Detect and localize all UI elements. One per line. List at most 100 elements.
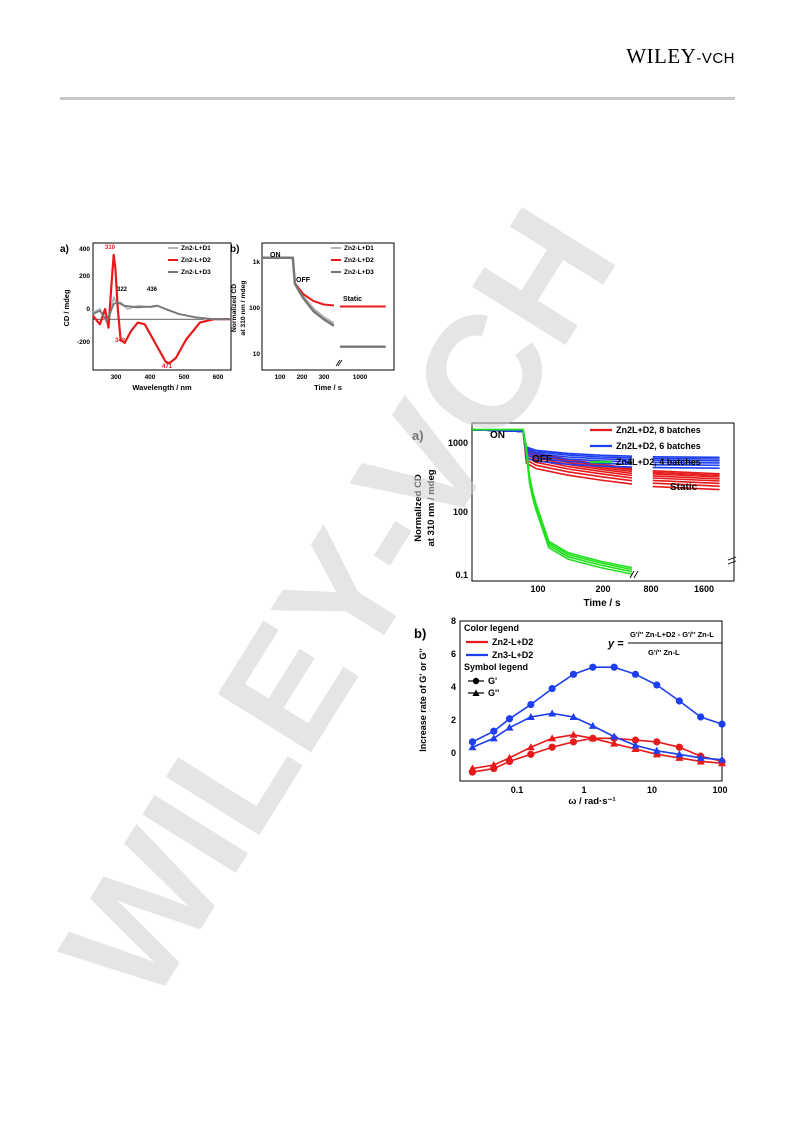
data-point	[610, 732, 619, 740]
plot-area	[471, 428, 737, 579]
y-axis-label: at 310 nm / mdeg	[240, 280, 247, 335]
series-line	[262, 256, 335, 327]
symbol-legend-title: Symbol legend	[464, 662, 528, 672]
data-point	[468, 764, 477, 772]
x-tick-label: 300	[319, 374, 330, 381]
data-point	[718, 720, 726, 728]
data-point	[569, 730, 578, 738]
legend-entry: G'	[488, 676, 497, 686]
figure-large-panel-a: a) 1000 100 0.1 100 200 800 1600 Time / …	[412, 422, 737, 609]
equation-lhs: y =	[607, 638, 624, 650]
header-divider	[60, 97, 735, 100]
x-axis-label: Time / s	[314, 383, 342, 392]
plot-frame	[261, 242, 395, 371]
x-axis-label: Time / s	[583, 598, 620, 609]
x-tick-label: 1000	[353, 374, 368, 381]
data-point	[610, 663, 618, 671]
data-point	[527, 700, 535, 709]
legend-entry: Zn2-L+D3	[181, 269, 211, 276]
y-tick-label: 200	[79, 273, 90, 280]
y-axis-label: CD / mdeg	[62, 289, 71, 327]
x-axis-label: Wavelength / nm	[132, 383, 192, 392]
annotation-on: ON	[490, 430, 505, 441]
legend-entry: Zn2-L+D2	[492, 637, 533, 647]
data-point	[588, 734, 597, 742]
x-tick-label: 0.1	[511, 785, 524, 795]
peak-label: 471	[162, 364, 173, 370]
data-point	[569, 738, 578, 746]
legend-entry: Zn2L+D2, 8 batches	[616, 425, 701, 435]
data-point	[589, 663, 597, 671]
equation-denominator: G'/'' Zn-L	[648, 648, 680, 657]
annotation-static: Static	[670, 482, 698, 493]
data-point	[653, 681, 661, 689]
series-line	[652, 466, 720, 469]
publisher-logo: WILEY-VCH	[626, 44, 735, 69]
figure-small-panel-a: a) 400 200 0 -200 300 400 500 600 Wavele…	[60, 242, 232, 392]
data-point	[489, 734, 498, 742]
panel-label: a)	[60, 244, 69, 255]
data-point	[489, 761, 498, 768]
y-axis-label: Increase rate of G' or G''	[418, 648, 428, 751]
x-tick-label: 1	[581, 785, 586, 795]
equation-numerator: G'/'' Zn-L+D2 - G'/'' Zn-L	[630, 630, 714, 639]
axis-break-icon	[727, 556, 737, 565]
x-tick-label: 800	[643, 584, 658, 594]
legend-entry: Zn3-L+D2	[492, 650, 533, 660]
color-legend-title: Color legend	[464, 623, 519, 633]
data-point	[697, 713, 705, 721]
data-point	[652, 746, 661, 754]
data-point	[718, 759, 726, 767]
figure-large-panel-b: b) 8 6 4 2 0 0.1 1 10 100 ω / rad·s⁻¹ In…	[414, 616, 728, 807]
data-point	[652, 750, 661, 758]
annotation-on: ON	[270, 252, 281, 259]
annotation-off: OFF	[296, 277, 311, 284]
plot-area	[262, 256, 386, 367]
x-tick-label: 100	[712, 785, 727, 795]
legend-entry: Zn2L+D2, 6 batches	[616, 441, 701, 451]
data-point	[468, 743, 477, 751]
legend-entry: Zn2-L+D2	[344, 257, 374, 264]
series-line	[472, 666, 723, 743]
series-line	[652, 473, 720, 478]
series-line	[652, 457, 720, 460]
data-point	[527, 750, 535, 758]
y-tick-label: 4	[451, 682, 456, 692]
peak-label: 342	[115, 338, 126, 344]
axis-break-icon	[335, 359, 343, 367]
plot-frame	[92, 242, 232, 371]
triangle-marker-icon	[472, 689, 480, 696]
x-tick-label: 10	[647, 785, 657, 795]
y-tick-label: 100	[249, 305, 260, 312]
plot-frame	[459, 620, 723, 782]
peak-label: 310	[105, 245, 116, 251]
x-tick-label: 200	[595, 584, 610, 594]
data-point	[490, 727, 498, 735]
plot-area	[92, 253, 231, 365]
legend-entry: Zn2-L+D3	[344, 269, 374, 276]
plot-frame	[471, 422, 735, 582]
data-point	[548, 684, 556, 693]
y-tick-label: 8	[451, 616, 456, 626]
data-point	[505, 715, 514, 723]
series-line	[472, 428, 633, 569]
x-tick-label: 500	[179, 374, 190, 381]
series-line	[652, 475, 720, 480]
legend-entry: Zn2-L+D1	[344, 245, 374, 252]
data-point	[675, 753, 684, 761]
data-point	[588, 721, 597, 729]
data-point	[505, 753, 514, 761]
data-point	[548, 709, 557, 717]
y-tick-label: 100	[453, 507, 468, 517]
data-point	[675, 750, 684, 758]
x-tick-label: 600	[213, 374, 224, 381]
figure-small-panel-b: b) 1k 100 10 100 200 300 1000 Time / s N…	[230, 242, 395, 392]
data-point	[653, 738, 661, 746]
publisher-suffix: -VCH	[696, 50, 735, 67]
series-line	[652, 477, 720, 482]
peak-label: 436	[147, 287, 158, 293]
series-line	[92, 301, 231, 322]
series-line	[652, 485, 720, 491]
x-tick-label: 300	[111, 374, 122, 381]
legend-entry: G''	[488, 688, 499, 698]
